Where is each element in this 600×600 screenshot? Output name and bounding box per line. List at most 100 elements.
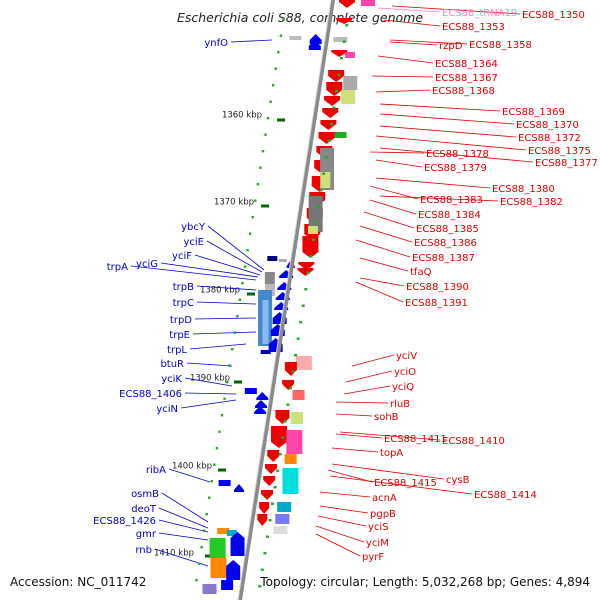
gene-label-ecs88-1411[interactable]: ECS88_1411 bbox=[384, 434, 447, 445]
gene-label-trpd[interactable]: trpD bbox=[170, 315, 192, 326]
gene-label-btur[interactable]: btuR bbox=[160, 359, 184, 370]
gene-label-ecs88-1378[interactable]: ECS88_1378 bbox=[426, 149, 489, 160]
gene-label-ecs88-1386[interactable]: ECS88_1386 bbox=[414, 238, 477, 249]
gene-block bbox=[226, 530, 237, 536]
green-tick bbox=[233, 331, 237, 334]
green-tick bbox=[261, 150, 265, 153]
gene-label-yciv[interactable]: yciV bbox=[396, 351, 417, 362]
gene-label-trpc[interactable]: trpC bbox=[173, 298, 194, 309]
gene-label-ycif[interactable]: yciF bbox=[172, 251, 192, 262]
green-tick bbox=[258, 585, 262, 588]
green-tick bbox=[210, 480, 213, 483]
green-tick bbox=[246, 249, 249, 252]
gene-label-ecs88-1390[interactable]: ECS88_1390 bbox=[406, 282, 469, 293]
gene-label-ecs88-1364[interactable]: ECS88_1364 bbox=[435, 59, 498, 70]
green-tick bbox=[337, 73, 341, 76]
gene-label-ecs88-1368[interactable]: ECS88_1368 bbox=[432, 86, 495, 97]
green-tick bbox=[317, 205, 321, 208]
green-tick bbox=[296, 337, 300, 340]
genome-axis bbox=[238, 0, 335, 600]
green-tick bbox=[342, 40, 346, 43]
gene-label-ecs88-1382[interactable]: ECS88_1382 bbox=[500, 197, 563, 208]
gene-label-ecs88-1372[interactable]: ECS88_1372 bbox=[518, 133, 581, 144]
green-tick bbox=[327, 139, 331, 142]
gene-label-ycis[interactable]: yciS bbox=[368, 522, 389, 533]
gene-label-osmb[interactable]: osmB bbox=[131, 489, 159, 500]
gene-label-topa[interactable]: topA bbox=[380, 448, 403, 459]
green-tick bbox=[304, 288, 308, 291]
kbp-label: 1400 kbp bbox=[172, 462, 212, 472]
gene-label-ecs88-1387[interactable]: ECS88_1387 bbox=[412, 253, 475, 264]
gene-label-ecs88-1380[interactable]: ECS88_1380 bbox=[492, 184, 555, 195]
gene-label-cysb[interactable]: cysB bbox=[446, 475, 470, 486]
gene-block bbox=[343, 76, 358, 90]
gene-block bbox=[286, 430, 303, 454]
gene-label-ecs88-1375[interactable]: ECS88_1375 bbox=[528, 146, 591, 157]
gene-label-ecs88-1379[interactable]: ECS88_1379 bbox=[424, 163, 487, 174]
gene-label-trpe[interactable]: trpE bbox=[169, 330, 190, 341]
gene-label-ecs88-1415[interactable]: ECS88_1415 bbox=[374, 478, 437, 489]
gene-label-tfaq[interactable]: tfaQ bbox=[410, 267, 432, 278]
gene-label-trpb[interactable]: trpB bbox=[173, 282, 194, 293]
green-tick bbox=[228, 364, 231, 367]
gene-block bbox=[282, 468, 299, 494]
gene-label-pyrf[interactable]: pyrF bbox=[362, 552, 384, 563]
gene-label-ecs88-1414[interactable]: ECS88_1414 bbox=[474, 490, 537, 501]
gene-label-ecs88-1384[interactable]: ECS88_1384 bbox=[418, 210, 481, 221]
gene-label-ecs88-trna19[interactable]: ECS88_tRNA19 bbox=[442, 8, 517, 19]
green-tick-layer bbox=[195, 18, 349, 588]
gene-label-ycin[interactable]: yciN bbox=[156, 404, 178, 415]
gene-label-ecs88-1367[interactable]: ECS88_1367 bbox=[435, 73, 498, 84]
gene-label-deot[interactable]: deoT bbox=[131, 504, 157, 515]
gene-label-ecs88-1350[interactable]: ECS88_1350 bbox=[522, 10, 585, 21]
gene-arrow-down bbox=[265, 464, 278, 474]
gene-label-ecs88-1410[interactable]: ECS88_1410 bbox=[442, 436, 505, 447]
gene-label-acna[interactable]: acnA bbox=[372, 493, 397, 504]
gene-label-rnb[interactable]: rnb bbox=[135, 545, 152, 556]
gene-block bbox=[221, 580, 234, 590]
gene-label-yciq[interactable]: yciQ bbox=[392, 382, 414, 393]
green-tick bbox=[276, 469, 280, 472]
gene-arrow-down bbox=[297, 268, 314, 276]
gene-label-ecs88-1426[interactable]: ECS88_1426 bbox=[93, 516, 156, 527]
leader-line bbox=[194, 254, 261, 276]
gene-block bbox=[273, 526, 288, 534]
gene-label-rzpd[interactable]: rzpD bbox=[439, 41, 463, 52]
gene-label-ecs88-1370[interactable]: ECS88_1370 bbox=[516, 120, 579, 131]
gene-label-pgpb[interactable]: pgpB bbox=[370, 509, 396, 520]
gene-label-ycig[interactable]: yciG bbox=[136, 259, 158, 270]
gene-label-ycie[interactable]: yciE bbox=[183, 237, 204, 248]
gene-label-trpl[interactable]: trpL bbox=[167, 345, 187, 356]
gene-label-ecs88-1406[interactable]: ECS88_1406 bbox=[119, 389, 182, 400]
gene-label-riba[interactable]: ribA bbox=[146, 465, 166, 476]
gene-label-ycio[interactable]: yciO bbox=[394, 367, 416, 378]
gene-label-ecs88-1385[interactable]: ECS88_1385 bbox=[416, 224, 479, 235]
kbp-mark bbox=[247, 292, 255, 296]
gene-label-ecs88-1353[interactable]: ECS88_1353 bbox=[442, 22, 505, 33]
green-tick bbox=[278, 453, 282, 456]
gene-label-sohb[interactable]: sohB bbox=[374, 412, 399, 423]
gene-label-ecs88-1369[interactable]: ECS88_1369 bbox=[502, 107, 565, 118]
gene-label-ycik[interactable]: yciK bbox=[161, 374, 182, 385]
gene-arrow-down bbox=[270, 426, 287, 448]
gene-label-ybcy[interactable]: ybcY bbox=[181, 222, 206, 233]
gene-arrow-down bbox=[320, 120, 337, 130]
gene-label-trpa[interactable]: trpA bbox=[107, 262, 128, 273]
gene-label-ycim[interactable]: yciM bbox=[366, 538, 389, 549]
leader-line bbox=[335, 433, 383, 439]
gene-label-gmr[interactable]: gmr bbox=[136, 529, 157, 540]
gene-label-ecs88-1391[interactable]: ECS88_1391 bbox=[405, 298, 468, 309]
leader-line bbox=[359, 225, 413, 243]
gene-label-ynfo[interactable]: ynfO bbox=[204, 38, 228, 49]
leader-line bbox=[371, 75, 434, 78]
gene-label-ecs88-1377[interactable]: ECS88_1377 bbox=[535, 158, 598, 169]
green-tick bbox=[273, 486, 277, 489]
kbp-mark bbox=[205, 554, 213, 558]
gene-label-rlub[interactable]: rluB bbox=[390, 399, 410, 410]
leader-line bbox=[230, 39, 273, 43]
gene-label-ecs88-1383[interactable]: ECS88_1383 bbox=[420, 195, 483, 206]
gene-arrow-down bbox=[298, 262, 315, 270]
gene-label-ecs88-1358[interactable]: ECS88_1358 bbox=[469, 40, 532, 51]
leader-line bbox=[345, 370, 393, 383]
green-tick bbox=[260, 568, 264, 571]
